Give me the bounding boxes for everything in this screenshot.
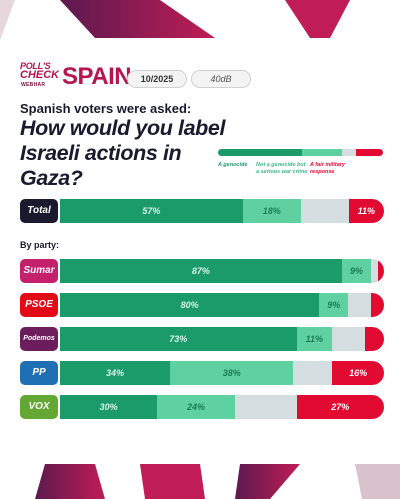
stacked-bar: 87% 9% bbox=[60, 259, 384, 283]
bar-segment-genocide bbox=[60, 259, 342, 283]
row-label: Sumar bbox=[20, 259, 58, 283]
brand-line-2: CHECK bbox=[20, 69, 60, 81]
legend-swatch-war-crime bbox=[302, 149, 342, 156]
bar-segment-military-response bbox=[296, 395, 384, 419]
country-title: SPAIN bbox=[62, 63, 132, 90]
header: POLL'S CHECK WEBHAR SPAIN 10/2025 40dB bbox=[20, 62, 390, 92]
data-label-genocide: 80% bbox=[180, 300, 199, 310]
row-label: PSOE bbox=[20, 293, 58, 317]
stacked-bar: 57% 18% 11% bbox=[60, 199, 384, 223]
data-label-military-response: 11% bbox=[357, 206, 376, 216]
data-label-genocide: 87% bbox=[191, 266, 210, 276]
legend-swatch-no-answer bbox=[342, 149, 356, 156]
bar-segment-military-response bbox=[371, 293, 384, 317]
bar-segment-no-answer bbox=[332, 327, 365, 351]
chart-row-sumar: Sumar 87% 9% bbox=[20, 259, 384, 283]
bar-segment-war-crime bbox=[170, 361, 294, 385]
row-label: Podemos bbox=[20, 327, 58, 351]
bar-segment-genocide bbox=[60, 361, 171, 385]
brand-line-1: POLL'S bbox=[20, 61, 51, 71]
bar-segment-military-response bbox=[364, 327, 384, 351]
bar-segment-war-crime bbox=[157, 395, 235, 419]
data-label-military-response: 27% bbox=[331, 402, 350, 412]
data-label-war-crime: 9% bbox=[349, 266, 363, 276]
row-label: PP bbox=[20, 361, 58, 385]
legend-swatch-genocide bbox=[218, 149, 302, 156]
data-label-war-crime: 9% bbox=[327, 300, 341, 310]
chart-row-podemos: Podemos 73% 11% 6% bbox=[20, 327, 384, 351]
legend-label-genocide: A genocide bbox=[218, 162, 248, 168]
chart-row-vox: VOX 30% 24% 27% bbox=[20, 395, 384, 419]
chart-row-psoe: PSOE 80% 9% bbox=[20, 293, 384, 317]
bar-segment-no-answer bbox=[300, 199, 349, 223]
row-label: VOX bbox=[20, 395, 58, 419]
data-label-genocide: 34% bbox=[106, 368, 125, 378]
bar-segment-war-crime bbox=[341, 259, 372, 283]
bar-segment-military-response bbox=[332, 361, 384, 385]
stacked-bar: 34% 38% 16% bbox=[60, 361, 384, 385]
brand-line-3: WEBHAR bbox=[21, 82, 46, 88]
data-label-war-crime: 11% bbox=[305, 334, 323, 344]
decorative-bottom-shapes bbox=[35, 464, 400, 499]
legend: A genocide Not a genocide but a serious … bbox=[218, 149, 383, 179]
data-label-military-response: 16% bbox=[349, 368, 368, 378]
stacked-bar: 80% 9% bbox=[60, 293, 384, 317]
data-label-genocide: 73% bbox=[169, 334, 188, 344]
data-label-genocide: 30% bbox=[99, 402, 118, 412]
bar-segment-military-response bbox=[377, 259, 384, 283]
decorative-top-shapes bbox=[0, 0, 350, 40]
source-badge: 40dB bbox=[191, 70, 251, 88]
bar-segment-war-crime bbox=[242, 199, 301, 223]
bar-segment-no-answer bbox=[234, 395, 297, 419]
data-label-military-response: 6% bbox=[366, 334, 380, 344]
stacked-bar: 73% 11% 6% bbox=[60, 327, 384, 351]
chart-row-pp: PP 34% 38% 16% bbox=[20, 361, 384, 385]
stacked-bar: 30% 24% 27% bbox=[60, 395, 384, 419]
legend-label-war-crime: Not a genocide but a serious war crime bbox=[256, 162, 308, 175]
bar-segment-genocide bbox=[60, 395, 158, 419]
data-label-war-crime: 24% bbox=[187, 402, 206, 412]
legend-swatch-military bbox=[356, 149, 383, 156]
row-label: Total bbox=[20, 199, 58, 223]
bar-segment-military-response bbox=[348, 199, 384, 223]
by-party-label: By party: bbox=[20, 240, 60, 250]
bar-segment-no-answer bbox=[348, 293, 372, 317]
bar-segment-genocide bbox=[60, 199, 243, 223]
data-label-genocide: 57% bbox=[142, 206, 161, 216]
bar-segment-genocide bbox=[60, 293, 320, 317]
bar-segment-war-crime bbox=[319, 293, 349, 317]
bar-segment-no-answer bbox=[371, 259, 378, 283]
bar-segment-no-answer bbox=[293, 361, 333, 385]
data-label-war-crime: 38% bbox=[222, 368, 241, 378]
bar-segment-genocide bbox=[60, 327, 297, 351]
bar-segment-war-crime bbox=[296, 327, 333, 351]
legend-label-military: A fair military response bbox=[310, 162, 345, 175]
subtitle: Spanish voters were asked: bbox=[20, 101, 192, 116]
chart-title: How would you label Israeli actions in G… bbox=[20, 116, 226, 190]
date-badge: 10/2025 bbox=[127, 70, 187, 88]
data-label-war-crime: 18% bbox=[262, 206, 281, 216]
brand-logo: POLL'S CHECK WEBHAR bbox=[20, 62, 60, 92]
chart-row-total: Total 57% 18% 11% bbox=[20, 199, 384, 223]
